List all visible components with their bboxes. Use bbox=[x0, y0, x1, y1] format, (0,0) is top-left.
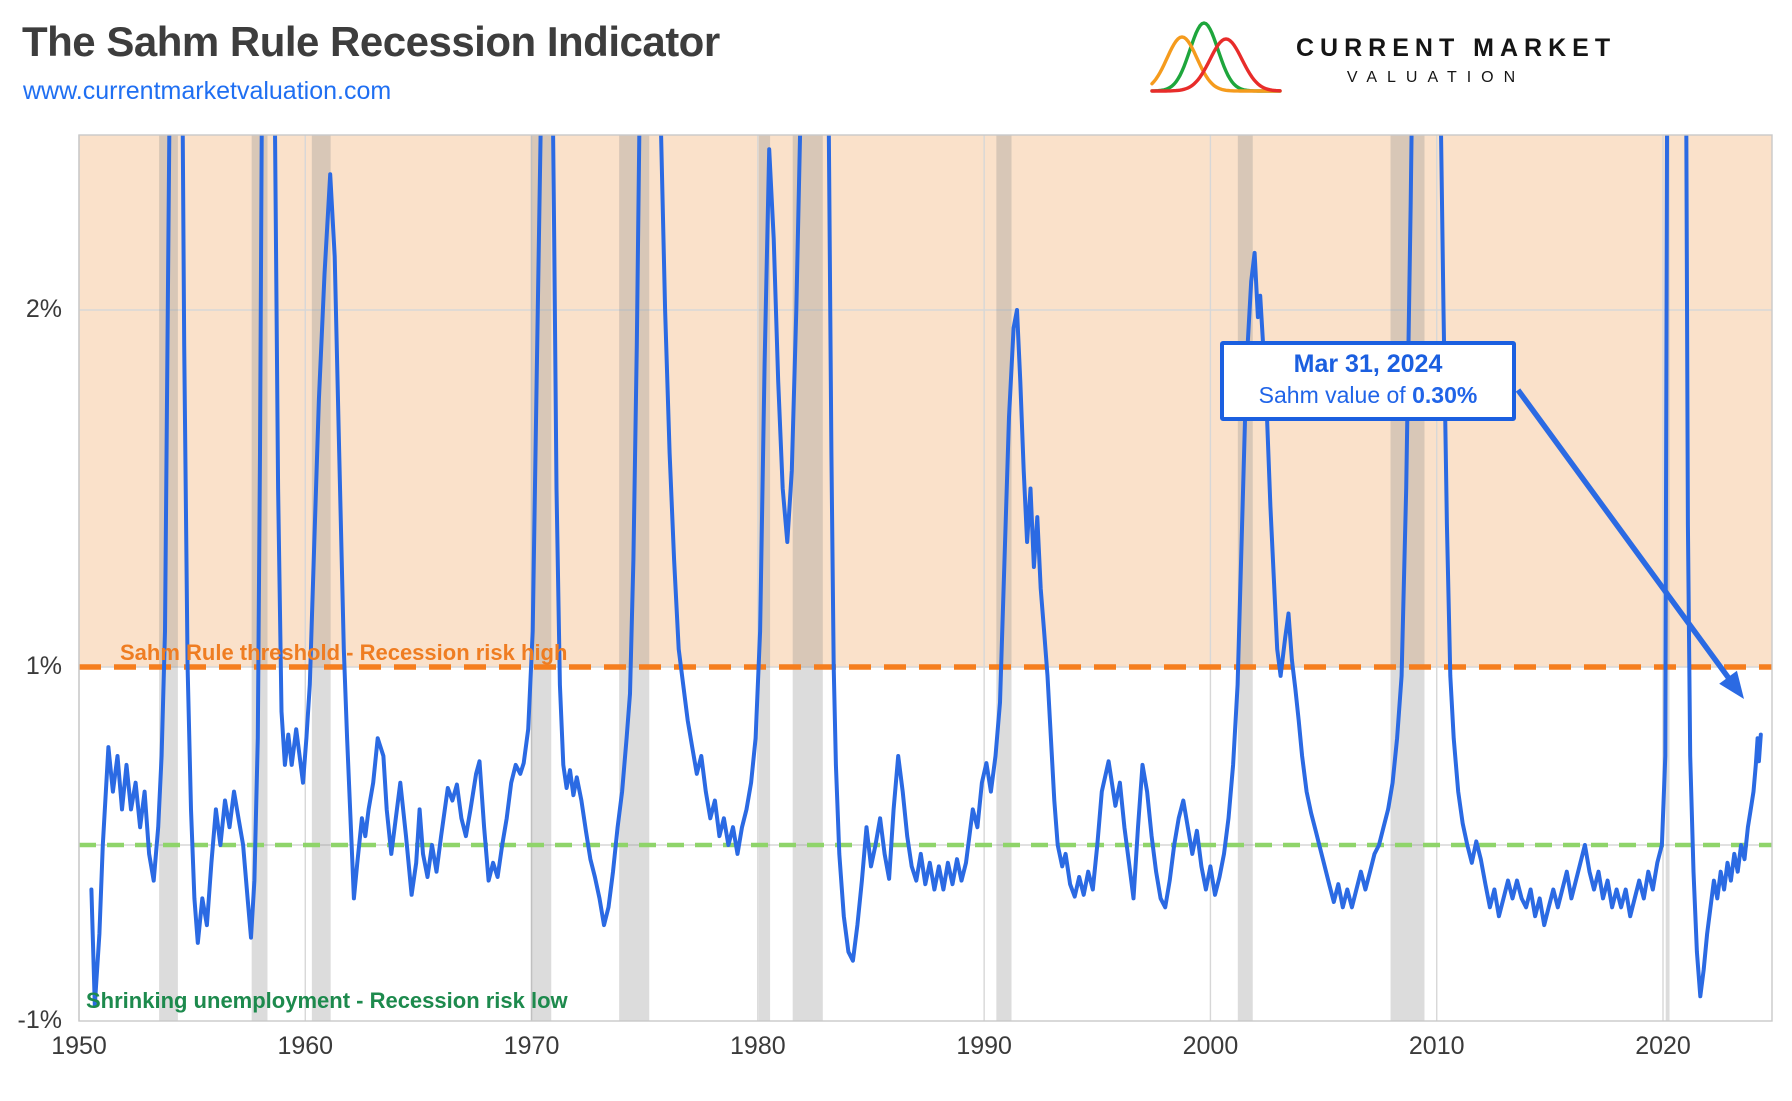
callout-box: Mar 31, 2024 Sahm value of 0.30% bbox=[1220, 341, 1516, 421]
y-axis-tick-2%: 2% bbox=[25, 295, 62, 323]
bell-curve bbox=[1150, 37, 1282, 93]
x-axis-tick-2020: 2020 bbox=[1635, 1032, 1691, 1060]
x-axis-tick-1990: 1990 bbox=[956, 1032, 1012, 1060]
x-axis-tick-2000: 2000 bbox=[1182, 1032, 1239, 1060]
bell-curves-icon bbox=[1150, 21, 1282, 93]
bell-curve bbox=[1150, 21, 1282, 93]
callout-value: 0.30% bbox=[1412, 382, 1478, 408]
brand-name-line2: VALUATION bbox=[1346, 69, 1526, 86]
recession-band bbox=[1390, 135, 1425, 1021]
brand-name: CURRENT MARKET VALUATION bbox=[1296, 34, 1617, 87]
callout-date: Mar 31, 2024 bbox=[1293, 350, 1443, 378]
y-axis-tick--1%: -1% bbox=[17, 1006, 62, 1034]
recession-band bbox=[159, 135, 178, 1021]
plot-border bbox=[78, 134, 1773, 1022]
x-axis-tick-1970: 1970 bbox=[503, 1032, 560, 1060]
brand-logo: CURRENT MARKET VALUATION bbox=[1148, 14, 1617, 100]
low-risk-threshold-label: Shrinking unemployment - Recession risk … bbox=[86, 988, 568, 1013]
high-risk-threshold-label: Sahm Rule threshold - Recession risk hig… bbox=[120, 640, 568, 665]
x-axis-tick-1960: 1960 bbox=[277, 1032, 334, 1060]
brand-name-line1: CURRENT MARKET bbox=[1296, 34, 1617, 62]
recession-bands bbox=[159, 135, 1670, 1021]
site-url-link[interactable]: www.currentmarketvaluation.com bbox=[23, 77, 392, 105]
sahm-indicator-line bbox=[89, 135, 1763, 1008]
callout-arrow bbox=[1515, 388, 1744, 699]
x-axis-tick-2010: 2010 bbox=[1408, 1032, 1465, 1060]
recession-band bbox=[758, 135, 771, 1021]
page-title: The Sahm Rule Recession Indicator bbox=[22, 18, 720, 65]
bell-curve bbox=[1150, 35, 1282, 93]
y-axis-tick-1%: 1% bbox=[25, 652, 62, 680]
callout-value-prefix: Sahm value of bbox=[1258, 382, 1413, 408]
callout-value-line: Sahm value of 0.30% bbox=[1224, 382, 1512, 409]
x-axis-tick-1950: 1950 bbox=[51, 1032, 107, 1060]
x-axis-tick-1980: 1980 bbox=[730, 1032, 786, 1060]
recession-band bbox=[311, 135, 331, 1021]
